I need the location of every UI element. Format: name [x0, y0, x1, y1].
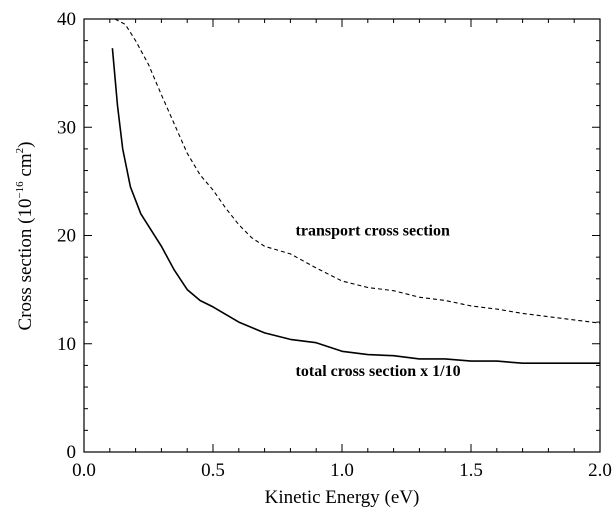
y-tick-label: 40: [57, 9, 76, 30]
data-series: [112, 19, 600, 363]
x-axis-title: Kinetic Energy (eV): [265, 487, 420, 508]
y-tick-label: 30: [57, 117, 76, 138]
transport-annotation: transport cross section: [296, 223, 450, 240]
y-axis-title: Cross section (10−16 cm2): [14, 142, 36, 331]
transport-cross-section-line: [115, 19, 600, 323]
x-tick-label: 0.0: [72, 460, 96, 481]
y-axis-title-exponent-1: −16: [14, 181, 26, 199]
y-axis-title-prefix: Cross section (10: [15, 199, 36, 331]
y-tick-label: 0: [67, 442, 77, 463]
y-axis-title-suffix: ): [15, 142, 36, 148]
x-tick-label: 1.0: [330, 460, 354, 481]
axis-tick-labels: 0.0 0.5 1.0 1.5 2.0 0 10 20 30 40: [57, 9, 612, 481]
total-annotation: total cross section x 1/10: [296, 363, 461, 380]
x-tick-label: 1.5: [459, 460, 483, 481]
x-tick-label: 0.5: [201, 460, 225, 481]
x-tick-label: 2.0: [588, 460, 612, 481]
y-tick-label: 10: [57, 334, 76, 355]
y-tick-label: 20: [57, 226, 76, 247]
total-cross-section-line: [112, 48, 600, 363]
annotations: transport cross section total cross secti…: [296, 223, 461, 381]
y-axis-title-middle: cm: [15, 153, 36, 181]
